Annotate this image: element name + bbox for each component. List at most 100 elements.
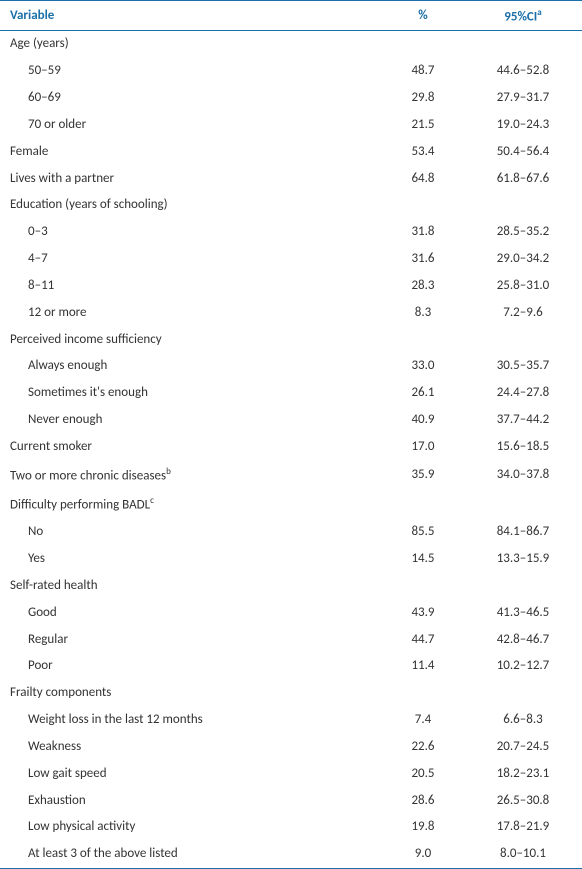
row-label: 12 or more xyxy=(0,300,382,327)
row-ci xyxy=(462,327,582,354)
row-label: Poor xyxy=(0,653,382,680)
row-ci: 10.2–12.7 xyxy=(462,653,582,680)
row-label: No xyxy=(0,519,382,546)
table-row: Weight loss in the last 12 months7.46.6–… xyxy=(0,707,582,734)
row-label: 0–3 xyxy=(0,219,382,246)
row-pct: 43.9 xyxy=(382,600,462,627)
row-pct: 35.9 xyxy=(382,461,462,490)
table-row: At least 3 of the above listed9.08.0–10.… xyxy=(0,841,582,868)
row-label: Age (years) xyxy=(0,31,382,58)
row-pct: 22.6 xyxy=(382,734,462,761)
row-pct: 19.8 xyxy=(382,814,462,841)
row-ci: 13.3–15.9 xyxy=(462,546,582,573)
row-ci xyxy=(462,490,582,519)
row-label: Low physical activity xyxy=(0,814,382,841)
row-label: Difficulty performing BADLc xyxy=(0,490,382,519)
row-pct: 28.6 xyxy=(382,788,462,815)
row-label: Education (years of schooling) xyxy=(0,192,382,219)
table-row: Education (years of schooling) xyxy=(0,192,582,219)
table-row: 60–6929.827.9–31.7 xyxy=(0,85,582,112)
row-label: At least 3 of the above listed xyxy=(0,841,382,868)
row-pct: 26.1 xyxy=(382,380,462,407)
row-label: 60–69 xyxy=(0,85,382,112)
table-row: Yes14.513.3–15.9 xyxy=(0,546,582,573)
row-label: Yes xyxy=(0,546,382,573)
table-row: Weakness22.620.7–24.5 xyxy=(0,734,582,761)
row-label: Weakness xyxy=(0,734,382,761)
table-body: Age (years)50–5948.744.6–52.860–6929.827… xyxy=(0,31,582,869)
row-label: Lives with a partner xyxy=(0,166,382,193)
row-pct xyxy=(382,490,462,519)
row-ci: 8.0–10.1 xyxy=(462,841,582,868)
row-ci: 34.0–37.8 xyxy=(462,461,582,490)
table-row: 0–331.828.5–35.2 xyxy=(0,219,582,246)
row-pct xyxy=(382,327,462,354)
row-label: 8–11 xyxy=(0,273,382,300)
row-label: Perceived income sufficiency xyxy=(0,327,382,354)
table-row: 70 or older21.519.0–24.3 xyxy=(0,112,582,139)
col-header-variable: Variable xyxy=(0,1,382,31)
table-row: Perceived income sufficiency xyxy=(0,327,582,354)
row-ci: 61.8–67.6 xyxy=(462,166,582,193)
row-ci: 37.7–44.2 xyxy=(462,407,582,434)
row-label: Female xyxy=(0,139,382,166)
row-ci: 19.0–24.3 xyxy=(462,112,582,139)
row-pct: 17.0 xyxy=(382,434,462,461)
row-pct xyxy=(382,31,462,58)
table-row: Sometimes it's enough26.124.4–27.8 xyxy=(0,380,582,407)
table-row: Self-rated health xyxy=(0,573,582,600)
table-row: Poor11.410.2–12.7 xyxy=(0,653,582,680)
table-row: 8–1128.325.8–31.0 xyxy=(0,273,582,300)
table-row: Current smoker17.015.6–18.5 xyxy=(0,434,582,461)
row-ci: 26.5–30.8 xyxy=(462,788,582,815)
table-header-row: Variable % 95%CIa xyxy=(0,1,582,31)
row-pct xyxy=(382,680,462,707)
table-row: 12 or more8.37.2–9.6 xyxy=(0,300,582,327)
row-pct: 53.4 xyxy=(382,139,462,166)
row-ci: 25.8–31.0 xyxy=(462,273,582,300)
row-label: Self-rated health xyxy=(0,573,382,600)
row-ci xyxy=(462,680,582,707)
row-label: 70 or older xyxy=(0,112,382,139)
table-row: 4–731.629.0–34.2 xyxy=(0,246,582,273)
row-pct: 31.8 xyxy=(382,219,462,246)
row-ci: 20.7–24.5 xyxy=(462,734,582,761)
row-pct: 44.7 xyxy=(382,627,462,654)
table-row: Low physical activity19.817.8–21.9 xyxy=(0,814,582,841)
row-label: Two or more chronic diseasesb xyxy=(0,461,382,490)
row-ci xyxy=(462,31,582,58)
table-row: Always enough33.030.5–35.7 xyxy=(0,353,582,380)
row-label: Regular xyxy=(0,627,382,654)
table-row: Regular44.742.8–46.7 xyxy=(0,627,582,654)
table-row: 50–5948.744.6–52.8 xyxy=(0,58,582,85)
table-row: Difficulty performing BADLc xyxy=(0,490,582,519)
row-pct: 85.5 xyxy=(382,519,462,546)
row-ci: 18.2–23.1 xyxy=(462,761,582,788)
table-row: Good43.941.3–46.5 xyxy=(0,600,582,627)
row-ci xyxy=(462,192,582,219)
row-pct: 31.6 xyxy=(382,246,462,273)
col-header-pct: % xyxy=(382,1,462,31)
row-pct: 40.9 xyxy=(382,407,462,434)
row-pct: 28.3 xyxy=(382,273,462,300)
row-ci: 15.6–18.5 xyxy=(462,434,582,461)
row-ci: 7.2–9.6 xyxy=(462,300,582,327)
row-pct: 7.4 xyxy=(382,707,462,734)
table-row: Two or more chronic diseasesb35.934.0–37… xyxy=(0,461,582,490)
row-ci: 42.8–46.7 xyxy=(462,627,582,654)
col-header-ci: 95%CIa xyxy=(462,1,582,31)
row-label: Weight loss in the last 12 months xyxy=(0,707,382,734)
table-row: Never enough40.937.7–44.2 xyxy=(0,407,582,434)
table-row: Female53.450.4–56.4 xyxy=(0,139,582,166)
row-label: Frailty components xyxy=(0,680,382,707)
row-ci xyxy=(462,573,582,600)
table-row: No85.584.1–86.7 xyxy=(0,519,582,546)
table-row: Low gait speed20.518.2–23.1 xyxy=(0,761,582,788)
table-row: Lives with a partner64.861.8–67.6 xyxy=(0,166,582,193)
row-ci: 84.1–86.7 xyxy=(462,519,582,546)
row-ci: 41.3–46.5 xyxy=(462,600,582,627)
row-label: Low gait speed xyxy=(0,761,382,788)
row-ci: 28.5–35.2 xyxy=(462,219,582,246)
row-ci: 17.8–21.9 xyxy=(462,814,582,841)
row-pct: 64.8 xyxy=(382,166,462,193)
